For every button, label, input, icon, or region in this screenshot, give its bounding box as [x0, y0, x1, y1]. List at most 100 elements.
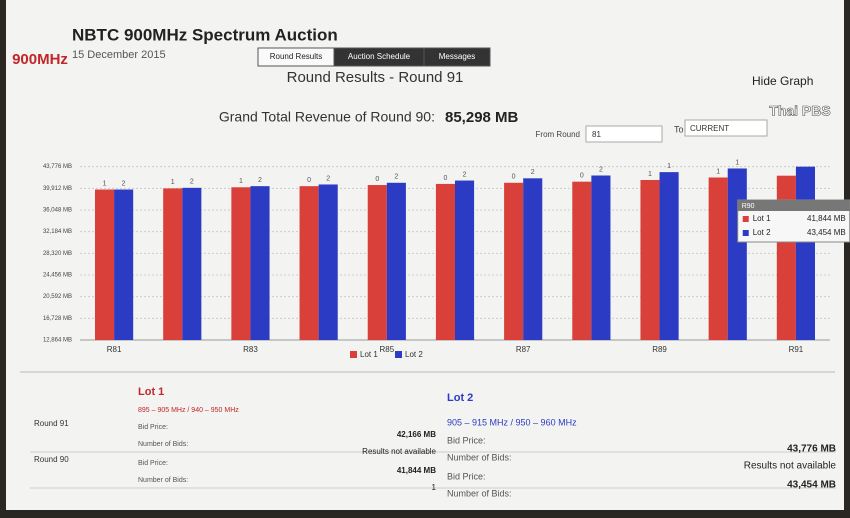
results-table: Lot 1 895 – 905 MHz / 940 – 950 MHz Lot 2 9… [30, 386, 836, 498]
bar [659, 172, 679, 340]
bar [367, 185, 387, 340]
y-tick-label: 24,456 MB [43, 273, 72, 279]
page-title: NBTC 900MHz Spectrum Auction [72, 25, 338, 44]
bid-count: 2 [258, 177, 262, 184]
to-label: To [674, 124, 684, 134]
field-label: Number of Bids: [138, 441, 188, 448]
field-label: Number of Bids: [138, 477, 188, 484]
from-value: 81 [592, 130, 601, 139]
bid-count: 2 [122, 180, 126, 187]
field-value: 1 [432, 483, 437, 492]
bar [163, 188, 183, 340]
watermark: Thai PBS [769, 103, 830, 119]
bid-count: 0 [512, 174, 516, 181]
tooltip-category: R90 [742, 203, 755, 210]
bid-count: 2 [326, 175, 330, 182]
field-value: 43,776 MB [787, 444, 836, 455]
bid-count: 1 [716, 168, 720, 175]
bar [795, 166, 815, 340]
bid-count: 2 [599, 166, 603, 173]
logo: 900MHz [12, 51, 68, 68]
from-label: From Round [536, 130, 580, 139]
lot-name: Lot 2 [447, 392, 473, 404]
bid-count: 1 [735, 159, 739, 166]
bar [114, 189, 134, 340]
field-value: 42,166 MB [397, 430, 436, 439]
bid-count: 2 [531, 169, 535, 176]
chart: 12,864 MB 16,728 MB 20,592 MB 24,456 MB 28,3… [43, 159, 850, 359]
tab-bar: Round Results Auction Schedule Messages [257, 47, 491, 67]
round-label: Round 90 [34, 455, 69, 464]
y-tick-label: 36,048 MB [43, 208, 72, 214]
bar [727, 168, 747, 340]
hide-graph-link[interactable]: Hide Graph [752, 74, 813, 88]
bar [435, 183, 455, 340]
bar [386, 182, 406, 340]
legend-swatch [350, 351, 357, 358]
field-label: Bid Price: [138, 460, 168, 467]
field-label: Number of Bids: [447, 452, 512, 462]
revenue-label: Grand Total Revenue of Round 90: [219, 109, 435, 125]
panel-title: Round Results - Round 91 [287, 69, 464, 86]
y-tick-label: 39,912 MB [43, 186, 72, 192]
bid-count: 0 [444, 175, 448, 182]
field-label: Number of Bids: [447, 488, 512, 498]
tab-label: Messages [439, 52, 475, 61]
bar [182, 187, 202, 340]
field-label: Bid Price: [447, 435, 486, 445]
from-input[interactable] [585, 125, 663, 143]
x-tick-label: R85 [379, 345, 394, 354]
page-date: 15 December 2015 [72, 49, 166, 61]
to-input[interactable] [684, 119, 768, 137]
x-tick-label: R87 [516, 345, 531, 354]
y-tick-label: 20,592 MB [43, 294, 72, 300]
field-label: Bid Price: [447, 471, 486, 481]
round-label: Round 91 [34, 419, 69, 428]
bar [318, 184, 338, 340]
to-value: CURRENT [690, 124, 729, 133]
field-value: Results not available [744, 461, 837, 472]
tooltip-swatch [742, 230, 749, 236]
bar [250, 186, 270, 340]
tooltip-value: 43,454 MB [807, 228, 846, 237]
x-tick-label: R81 [107, 345, 122, 354]
bar [95, 189, 115, 340]
field-value: Results not available [362, 447, 436, 456]
y-tick-label: 12,864 MB [43, 338, 72, 344]
bar [231, 187, 251, 340]
bar [523, 178, 543, 340]
bid-count: 1 [103, 180, 107, 187]
lot-name: Lot 1 [138, 386, 164, 398]
y-tick-label: 43,776 MB [43, 164, 72, 170]
bar [504, 182, 524, 340]
revenue-value: 85,298 MB [445, 109, 519, 126]
tooltip-name: Lot 2 [753, 228, 771, 237]
bid-count: 0 [375, 176, 379, 183]
bid-count: 2 [394, 174, 398, 181]
tooltip-name: Lot 1 [753, 214, 771, 223]
bid-count: 2 [463, 171, 467, 178]
bid-count: 1 [667, 163, 671, 170]
tooltip-header [737, 200, 850, 211]
legend-swatch [395, 351, 402, 358]
x-tick-label: R91 [789, 345, 804, 354]
field-label: Bid Price: [138, 424, 168, 431]
bid-count: 0 [307, 177, 311, 184]
bid-count: 1 [239, 178, 243, 185]
tab[interactable] [423, 47, 491, 67]
bar [708, 177, 728, 340]
lot-band: 895 – 905 MHz / 940 – 950 MHz [138, 407, 239, 414]
bid-count: 2 [190, 179, 194, 186]
x-tick-label: R83 [243, 345, 258, 354]
bar [572, 181, 592, 340]
tooltip-value: 41,844 MB [807, 214, 846, 223]
tab-label: Auction Schedule [348, 52, 411, 61]
bar [299, 186, 319, 340]
bar [455, 180, 475, 340]
bar [591, 175, 611, 340]
legend-label: Lot 2 [405, 350, 423, 359]
bar [640, 179, 660, 340]
tooltip-swatch [742, 216, 749, 222]
monitor-screen [6, 0, 844, 510]
